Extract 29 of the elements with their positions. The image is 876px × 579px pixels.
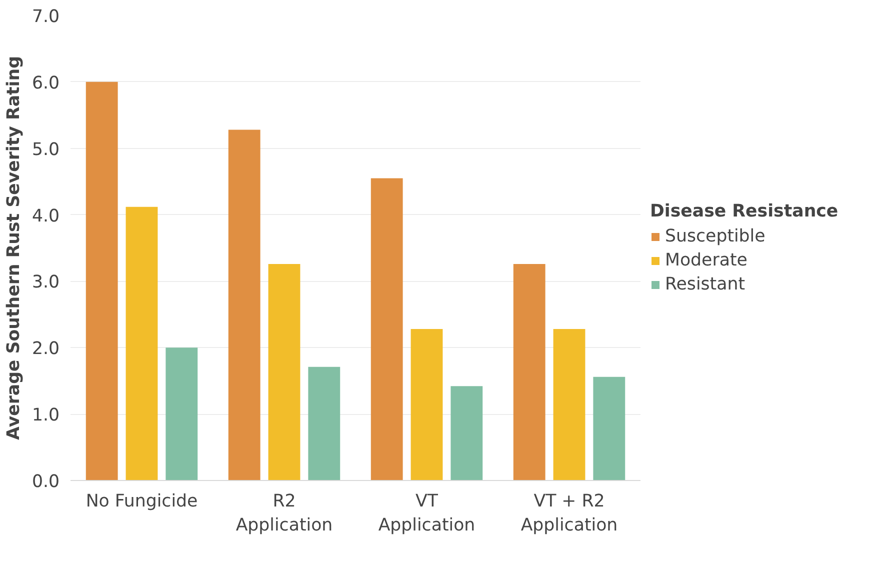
bar xyxy=(370,178,403,480)
bar xyxy=(450,386,483,480)
legend-title: Disease Resistance xyxy=(650,201,838,221)
y-tick-label: 3.0 xyxy=(32,272,60,293)
y-tick-label: 4.0 xyxy=(32,206,60,226)
bar xyxy=(126,206,158,480)
bar xyxy=(593,376,626,480)
y-tick-label: 2.0 xyxy=(32,339,60,360)
x-tick-label: VT Application xyxy=(378,492,476,536)
x-tick-label: R2 Application xyxy=(236,492,333,536)
y-tick-label: 0.0 xyxy=(32,472,60,492)
x-tick-label: No Fungicide xyxy=(86,492,198,512)
legend-label: Resistant xyxy=(665,274,745,294)
legend-label: Susceptible xyxy=(665,226,766,246)
bar xyxy=(553,329,586,480)
bar xyxy=(268,264,300,480)
bar xyxy=(166,348,198,480)
legend-label: Moderate xyxy=(665,250,748,270)
y-tick-label: 1.0 xyxy=(32,406,60,426)
bar xyxy=(410,329,443,480)
bar xyxy=(513,264,546,480)
x-tick-label: VT + R2 Application xyxy=(520,492,618,536)
bar xyxy=(86,82,118,480)
y-tick-label: 5.0 xyxy=(32,140,60,160)
bar xyxy=(228,130,260,480)
bar xyxy=(308,366,340,480)
y-tick-label: 6.0 xyxy=(32,73,60,94)
y-axis-title: Average Southern Rust Severity Rating xyxy=(4,56,24,440)
y-tick-label: 7.0 xyxy=(32,7,60,27)
